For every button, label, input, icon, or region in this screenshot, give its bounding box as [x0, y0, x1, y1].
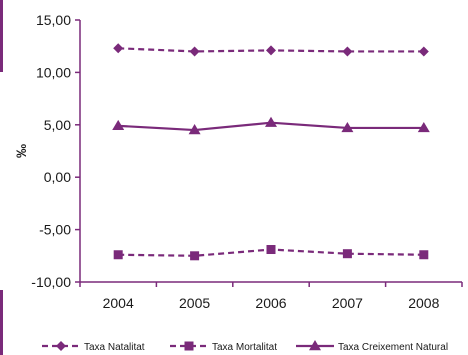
data-point-square — [267, 245, 276, 254]
data-point-square — [343, 249, 352, 258]
x-tick-label: 2007 — [332, 295, 363, 311]
legend-item: Taxa Creixement Natural — [296, 340, 448, 353]
legend-item: Taxa Natalitat — [42, 341, 145, 353]
data-point-triangle — [265, 117, 277, 127]
data-point-triangle — [112, 120, 124, 130]
data-point-diamond — [342, 46, 352, 56]
chart-axes — [80, 20, 462, 282]
y-tick-label: 15,00 — [36, 12, 71, 28]
legend-label: Taxa Natalitat — [84, 342, 145, 353]
legend-label: Taxa Mortalitat — [212, 342, 277, 353]
data-point-square — [114, 250, 123, 259]
data-point-diamond — [419, 46, 429, 56]
series-1 — [113, 43, 429, 56]
y-tick-label: 0,00 — [44, 169, 71, 185]
x-tick-label: 2004 — [103, 295, 134, 311]
left-accent-bar-bottom — [0, 290, 3, 355]
y-axis-title: ‰ — [13, 144, 29, 158]
x-tick-label: 2006 — [255, 295, 286, 311]
series-2 — [114, 245, 429, 260]
left-accent-bar-top — [0, 0, 3, 72]
data-point-square — [419, 250, 428, 259]
data-point-square — [190, 251, 199, 260]
series-3 — [112, 117, 430, 135]
x-tick-label: 2008 — [408, 295, 439, 311]
left-accent-bars — [0, 0, 3, 355]
y-tick-label: -5,00 — [39, 222, 71, 238]
legend-swatch-marker — [185, 342, 194, 351]
legend-item: Taxa Mortalitat — [170, 342, 277, 354]
data-point-diamond — [190, 46, 200, 56]
legend: Taxa Natalitat Taxa Mortalitat Taxa Creixe… — [42, 340, 448, 353]
legend-label: Taxa Creixement Natural — [338, 342, 448, 353]
legend-swatch-marker — [56, 341, 66, 351]
y-tick-label: 10,00 — [36, 64, 71, 80]
y-tick-label: -10,00 — [31, 274, 71, 290]
series-layer — [112, 43, 430, 260]
x-tick-label: 2005 — [179, 295, 210, 311]
data-point-diamond — [266, 45, 276, 55]
data-point-diamond — [113, 43, 123, 53]
tick-labels: 15,00 10,00 5,00 0,00 -5,00 -10,00 2004 2005 200… — [31, 12, 462, 311]
y-tick-label: 5,00 — [44, 117, 71, 133]
